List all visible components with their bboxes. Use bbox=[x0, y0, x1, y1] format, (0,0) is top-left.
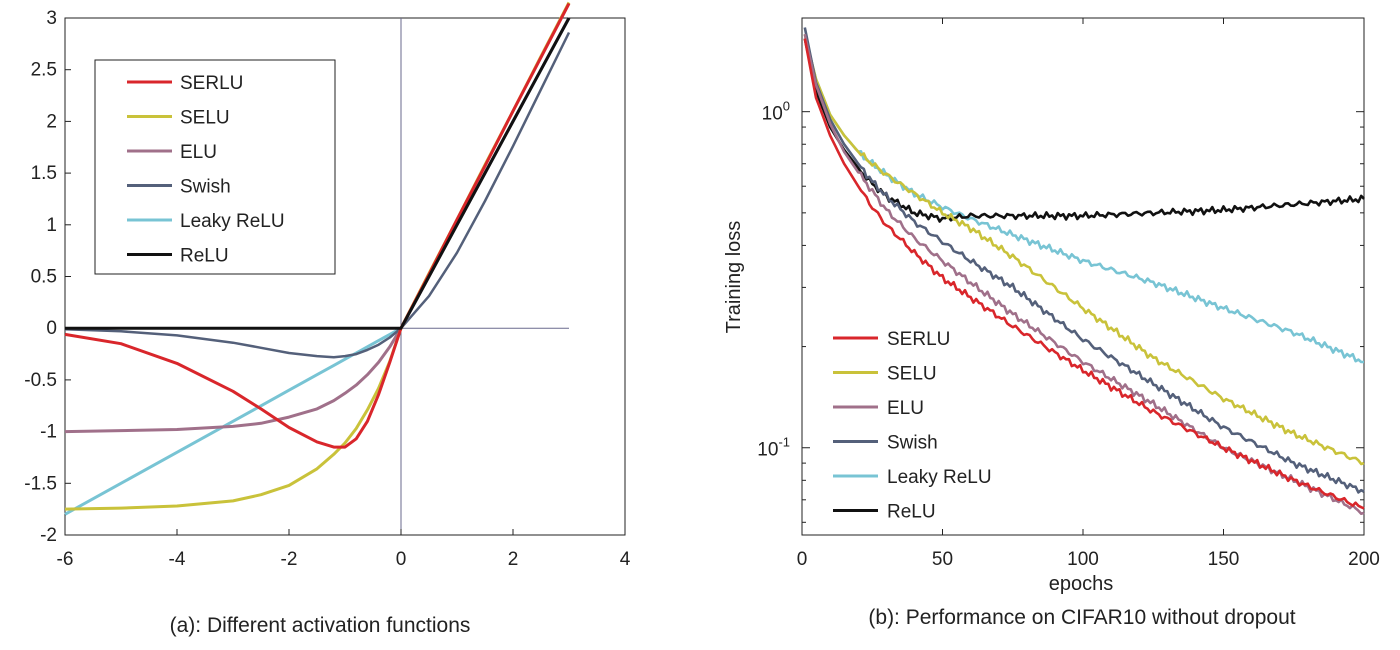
panel-a-legend-box bbox=[94, 59, 336, 275]
panel-b-line-serlu bbox=[803, 38, 1365, 510]
panel-b-xtick-label: 0 bbox=[797, 549, 808, 570]
panel-a-ytick-label: 1 bbox=[46, 215, 57, 236]
panel-a-legend-label: SERLU bbox=[180, 73, 243, 94]
panel-a-ytick-label: -2 bbox=[40, 525, 57, 546]
panel-b-caption: (b): Performance on CIFAR10 without drop… bbox=[868, 606, 1295, 629]
panel-b-line-swish bbox=[803, 27, 1365, 494]
panel-a-xtick-label: -4 bbox=[169, 549, 186, 570]
panel-a-ytick-label: -1.5 bbox=[24, 473, 57, 494]
panel-a-xtick-label: 4 bbox=[620, 549, 631, 570]
panel-a-ytick-label: 2.5 bbox=[31, 60, 57, 81]
panel-b-cifar10-training-loss: 0 50 100 150 200 10-1 100 SERLU SELU ELU Swish Lea… bbox=[723, 17, 1380, 629]
panel-b-ticks: 0 50 100 150 200 10-1 100 bbox=[757, 18, 1380, 570]
panel-a-caption: (a): Different activation functions bbox=[170, 614, 471, 637]
panel-a-line-swish bbox=[64, 31, 571, 359]
panel-b-series-lines bbox=[803, 27, 1365, 516]
panel-b-xtick-label: 50 bbox=[932, 549, 953, 570]
panel-b-line-relu bbox=[803, 38, 1365, 223]
panel-a-xtick-label: -2 bbox=[281, 549, 298, 570]
panel-a-ytick-label: -0.5 bbox=[24, 370, 57, 391]
panel-a-ytick-label: -1 bbox=[40, 422, 57, 443]
panel-a-series-lines bbox=[64, 1, 571, 516]
panel-b-ytick-label: 100 bbox=[762, 99, 790, 125]
panel-b-legend-label: ELU bbox=[887, 398, 924, 419]
panel-b-xtick-label: 200 bbox=[1348, 549, 1380, 570]
panel-b-xtick-label: 150 bbox=[1208, 549, 1240, 570]
panel-b-legend-label: ReLU bbox=[887, 502, 936, 523]
panel-a-activation-functions: -6 -4 -2 0 2 4 -2 -1.5 -1 -0.5 0 0.5 1 1.5 2 2.5 3 SERLU… bbox=[24, 1, 631, 637]
panel-b-legend-label: Leaky ReLU bbox=[887, 467, 992, 488]
panel-a-legend-label: Leaky ReLU bbox=[180, 211, 285, 232]
panel-a-xtick-label: -6 bbox=[57, 549, 74, 570]
panel-a-legend-label: ReLU bbox=[180, 246, 229, 267]
panel-b-legend-label: SELU bbox=[887, 364, 937, 385]
panel-a-legend-label: Swish bbox=[180, 177, 231, 198]
panel-a-line-relu bbox=[65, 17, 571, 330]
panel-a-line-serlu bbox=[64, 2, 571, 449]
panel-b-line-selu bbox=[803, 33, 1365, 466]
panel-a-legend-label: SELU bbox=[180, 108, 230, 129]
panel-a-ytick-label: 0.5 bbox=[31, 267, 57, 288]
panel-b-xtick-label: 100 bbox=[1067, 549, 1099, 570]
panel-a-xtick-label: 0 bbox=[396, 549, 407, 570]
panel-b-ylabel: Training loss bbox=[723, 221, 745, 334]
panel-b-legend-label: Swish bbox=[887, 433, 938, 454]
panel-a-xtick-label: 2 bbox=[508, 549, 519, 570]
panel-b-ytick-label: 10-1 bbox=[757, 435, 790, 461]
panel-b-legend-label: SERLU bbox=[887, 329, 950, 350]
panel-a-legend-label: ELU bbox=[180, 142, 217, 163]
panel-a-ytick-label: 1.5 bbox=[31, 163, 57, 184]
panel-b-legend: SERLU SELU ELU Swish Leaky ReLU ReLU bbox=[833, 329, 992, 523]
panel-a-ytick-label: 0 bbox=[46, 318, 57, 339]
panel-b-xlabel: epochs bbox=[1049, 573, 1114, 595]
panel-a-ytick-label: 2 bbox=[46, 111, 57, 132]
panel-a-legend: SERLU SELU ELU Swish Leaky ReLU ReLU bbox=[94, 59, 336, 275]
panel-a-ticks: -6 -4 -2 0 2 4 -2 -1.5 -1 -0.5 0 0.5 1 1.5 2 2.5 3 bbox=[24, 8, 630, 570]
panel-a-ytick-label: 3 bbox=[46, 8, 57, 29]
